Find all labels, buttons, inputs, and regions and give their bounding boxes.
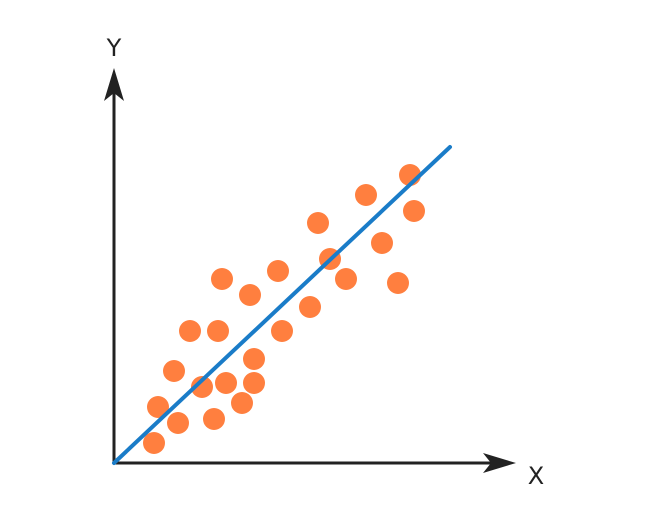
- data-point-4: [163, 360, 185, 382]
- data-point-13: [243, 348, 265, 370]
- data-point-18: [307, 212, 329, 234]
- data-points: [143, 164, 425, 454]
- x-axis-arrow-icon: [483, 453, 516, 473]
- data-point-16: [267, 260, 289, 282]
- data-point-11: [231, 392, 253, 414]
- data-point-6: [191, 376, 213, 398]
- data-point-20: [335, 268, 357, 290]
- data-point-5: [179, 320, 201, 342]
- data-point-1: [143, 432, 165, 454]
- y-axis-label: Y: [106, 34, 122, 62]
- data-point-25: [403, 200, 425, 222]
- data-point-12: [243, 372, 265, 394]
- trendline: [112, 145, 452, 465]
- data-point-15: [271, 320, 293, 342]
- y-axis-arrow-icon: [104, 68, 124, 101]
- data-point-3: [167, 412, 189, 434]
- data-point-10: [211, 268, 233, 290]
- data-point-2: [147, 396, 169, 418]
- data-point-23: [387, 272, 409, 294]
- data-point-21: [355, 184, 377, 206]
- data-point-9: [215, 372, 237, 394]
- axes: Y X: [104, 34, 544, 490]
- data-point-22: [371, 232, 393, 254]
- data-point-17: [299, 296, 321, 318]
- trendline-group: [112, 145, 452, 465]
- data-point-14: [239, 284, 261, 306]
- data-point-8: [207, 320, 229, 342]
- x-axis-label: X: [528, 462, 544, 490]
- data-point-7: [203, 408, 225, 430]
